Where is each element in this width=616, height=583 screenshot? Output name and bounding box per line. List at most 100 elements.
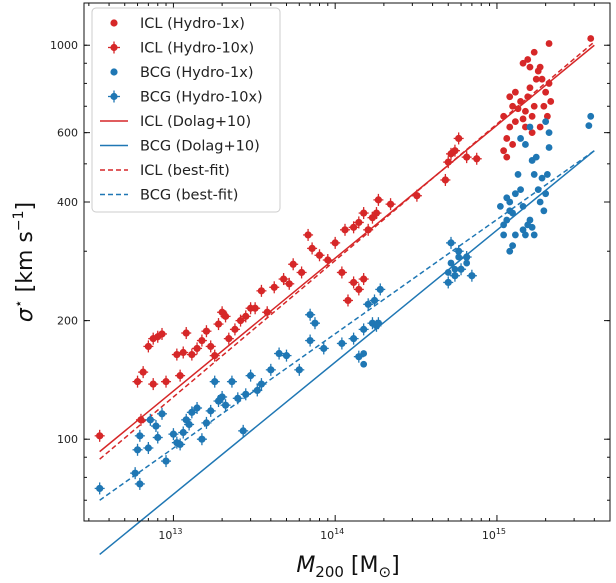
legend-label: BCG (Hydro-10x) — [140, 90, 263, 106]
data-point — [207, 342, 215, 351]
data-point — [509, 102, 517, 110]
data-point — [179, 428, 187, 437]
data-point — [136, 432, 144, 440]
y-tick-label: 1000 — [50, 39, 78, 52]
data-point-errorbar — [284, 277, 295, 290]
data-point-errorbar — [288, 258, 299, 271]
data-point-errorbar — [471, 152, 482, 165]
data-point — [587, 112, 595, 120]
data-point — [536, 63, 544, 71]
data-point — [188, 408, 196, 416]
legend-label: BCG (best-fit) — [140, 188, 238, 204]
data-point-errorbar — [461, 251, 472, 264]
data-point — [536, 198, 544, 206]
data-point — [532, 75, 540, 83]
data-point-errorbar — [262, 306, 273, 319]
y-tick-label: 200 — [57, 315, 78, 328]
data-point-errorbar — [150, 420, 161, 433]
legend-label: BCG (Dolag+10) — [140, 139, 260, 155]
data-point-errorbar — [314, 249, 325, 262]
data-point — [304, 231, 312, 239]
data-point — [338, 268, 346, 277]
data-point-errorbar — [373, 317, 384, 330]
x-axis-label-unit-open: [M — [344, 553, 379, 578]
data-point — [540, 102, 548, 110]
data-point-errorbar — [94, 482, 105, 495]
data-point-errorbar — [232, 392, 243, 405]
data-point-errorbar — [250, 302, 261, 315]
data-point — [289, 260, 297, 268]
legend-item-bcg-best-fit: BCG (best-fit) — [100, 188, 238, 204]
data-point-errorbar — [220, 399, 231, 412]
data-point — [468, 272, 476, 280]
x-tick-label-base: 10 — [320, 529, 334, 542]
data-point — [455, 247, 463, 255]
data-point-errorbar — [305, 334, 316, 347]
series-line-bcg-dolag-10 — [99, 150, 595, 555]
data-point — [239, 427, 247, 435]
x-tick-label: 1014 — [320, 527, 344, 542]
data-point-errorbar — [192, 402, 203, 415]
data-point — [447, 239, 455, 247]
data-point — [532, 153, 540, 161]
data-point — [473, 155, 481, 163]
data-point — [198, 435, 206, 443]
data-point-errorbar — [192, 342, 203, 355]
data-point-errorbar — [240, 388, 251, 401]
x-tick-label-base: 10 — [482, 529, 496, 542]
data-point-errorbar — [226, 375, 237, 388]
data-point-errorbar — [353, 216, 364, 229]
legend-marker — [110, 43, 118, 52]
data-point — [169, 430, 178, 438]
y-tick-label: 600 — [57, 127, 78, 140]
data-point — [257, 287, 266, 295]
data-point-errorbar — [205, 404, 216, 417]
data-point — [587, 35, 595, 42]
data-point — [275, 349, 283, 358]
series-icl-hydro-1x — [500, 35, 595, 161]
data-point — [519, 226, 527, 234]
data-point-errorbar — [143, 340, 154, 353]
data-point — [179, 348, 187, 357]
data-point — [162, 378, 170, 386]
data-point-errorbar — [205, 340, 216, 353]
data-point-errorbar — [296, 266, 307, 279]
data-point — [509, 242, 517, 250]
data-point — [297, 268, 306, 277]
data-point-errorbar — [161, 455, 172, 468]
x-tick-label-base: 10 — [158, 529, 172, 542]
x-tick-label: 1015 — [482, 527, 506, 542]
data-point-errorbar — [322, 254, 333, 267]
legend-label: ICL (Hydro-10x) — [140, 41, 254, 57]
data-point-errorbar — [375, 283, 386, 296]
data-point-errorbar — [278, 273, 289, 286]
data-point — [211, 378, 219, 386]
data-point-errorbar — [373, 193, 384, 206]
data-point — [193, 344, 201, 353]
data-point — [228, 378, 236, 386]
data-point — [370, 296, 379, 305]
data-point — [517, 135, 524, 142]
data-point — [360, 209, 368, 217]
data-point — [514, 105, 522, 113]
data-point — [214, 320, 223, 328]
data-point — [519, 202, 527, 210]
data-point-errorbar — [358, 207, 369, 220]
data-point — [350, 278, 358, 287]
data-point — [528, 223, 536, 231]
data-point-errorbar — [369, 294, 380, 307]
data-point-errorbar — [186, 348, 197, 361]
data-point-errorbar — [318, 342, 329, 355]
data-point-errorbar — [449, 269, 460, 282]
y-axis-label-unit: [km s — [13, 231, 38, 299]
data-point — [538, 174, 546, 182]
data-point — [355, 285, 363, 294]
data-point — [585, 122, 593, 130]
data-point-errorbar — [269, 281, 280, 294]
y-axis-label-unit-sup: −1 — [11, 211, 27, 232]
data-point-errorbar — [456, 263, 467, 276]
x-tick-label: 1013 — [158, 527, 182, 542]
data-point — [526, 123, 534, 131]
data-point — [242, 312, 250, 320]
data-point — [136, 480, 144, 488]
